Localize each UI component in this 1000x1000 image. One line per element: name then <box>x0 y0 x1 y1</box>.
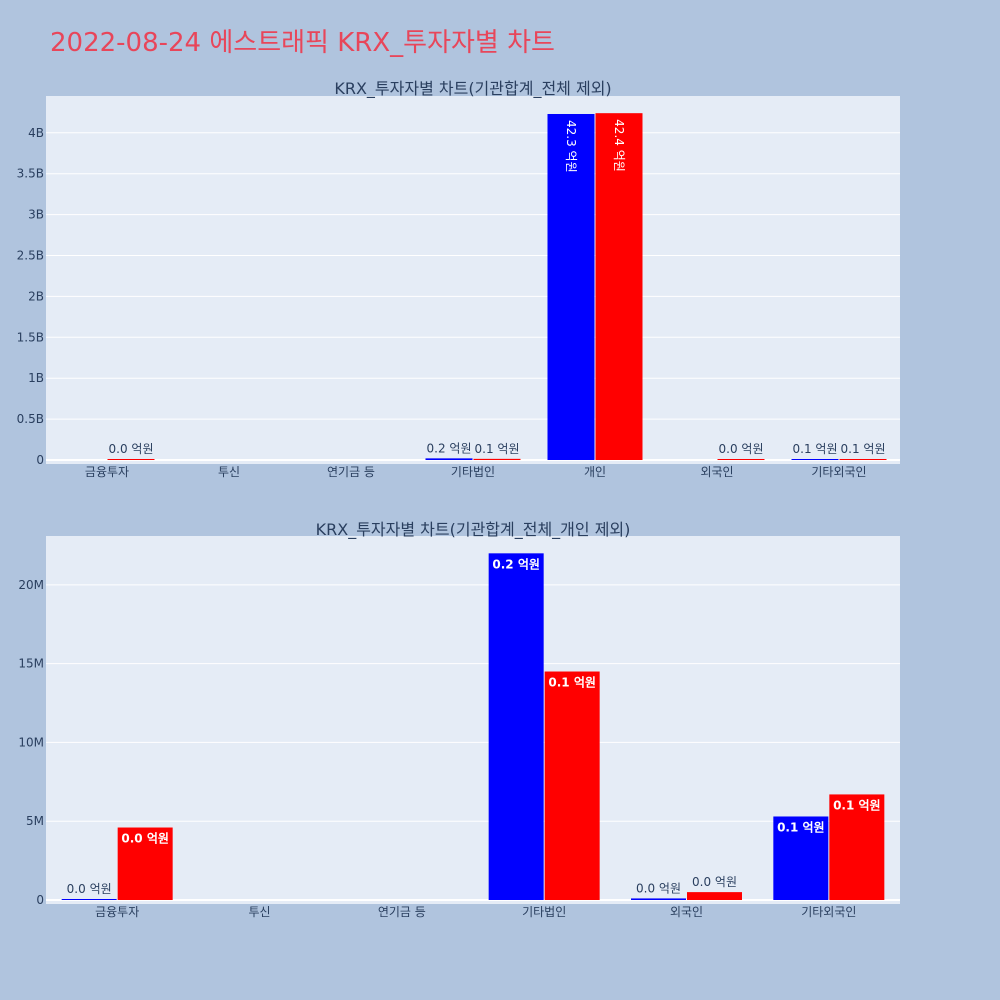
chart1-ytick-label: 2.5B <box>17 249 44 263</box>
chart2-bar-label: 0.0 억원 <box>121 832 169 846</box>
chart2-bar <box>488 553 544 900</box>
chart2-ytick-label: 5M <box>26 814 44 828</box>
chart1-ytick-label: 0 <box>36 453 44 467</box>
chart1-plot-area <box>46 96 900 464</box>
chart2-xtick-label: 금융투자 <box>95 905 139 919</box>
chart2-bar <box>117 827 173 900</box>
chart1-xtick-label: 연기금 등 <box>327 465 375 479</box>
chart2-bar <box>829 794 885 900</box>
chart1-xtick-label: 금융투자 <box>85 465 129 479</box>
chart2-bar-label: 0.1 억원 <box>833 798 881 812</box>
chart1-bar <box>717 459 765 460</box>
chart2-title: KRX_투자자별 차트(기관합계_전체_개인 제외) <box>316 520 631 540</box>
chart2-bar-label: 0.0 억원 <box>636 881 681 895</box>
chart1-bar-label: 42.3 억원 <box>564 120 578 173</box>
chart1-ytick-label: 2B <box>28 289 44 303</box>
chart2-plot-area <box>46 536 900 904</box>
chart1-ytick-label: 1B <box>28 371 44 385</box>
chart2-bar-label: 0.2 억원 <box>492 557 540 571</box>
chart2-ytick-label: 15M <box>18 657 44 671</box>
chart1-xtick-label: 기타법인 <box>451 465 495 479</box>
chart1-ytick-label: 4B <box>28 126 44 140</box>
chart2-bar <box>773 816 829 900</box>
chart1-bar-label: 0.0 억원 <box>719 442 764 456</box>
chart2-xtick-label: 투신 <box>248 905 270 919</box>
chart2-bar-label: 0.0 억원 <box>67 882 112 896</box>
chart2-ytick-label: 0 <box>36 893 44 907</box>
chart2-xtick-label: 기타외국인 <box>801 905 856 919</box>
chart1-ytick-label: 1.5B <box>17 330 44 344</box>
chart1-bar-label: 0.1 억원 <box>793 442 838 456</box>
chart1-bar <box>595 113 643 461</box>
chart2-ytick-label: 10M <box>18 735 44 749</box>
chart2-xtick-label: 외국인 <box>670 905 703 919</box>
chart2-bar-label: 0.0 억원 <box>692 875 737 889</box>
chart1-bar <box>547 113 595 460</box>
chart1-ytick-label: 3.5B <box>17 167 44 181</box>
chart2-ytick-label: 20M <box>18 578 44 592</box>
chart1-xtick-label: 개인 <box>584 465 606 479</box>
chart1-bar <box>425 458 473 460</box>
chart2-bar <box>631 898 686 900</box>
chart1-xtick-label: 투신 <box>218 465 240 479</box>
chart1-title: KRX_투자자별 차트(기관합계_전체 제외) <box>334 79 611 99</box>
chart1-bar-label: 0.1 억원 <box>475 442 520 456</box>
chart1-xtick-label: 외국인 <box>700 465 733 479</box>
chart1-ytick-label: 3B <box>28 208 44 222</box>
page-title: 2022-08-24 에스트래픽 KRX_투자자별 차트 <box>50 28 555 58</box>
chart1-bar-label: 0.2 억원 <box>427 441 472 455</box>
chart1-bar <box>839 459 887 460</box>
chart2-bar <box>61 899 117 900</box>
chart2-xtick-label: 기타법인 <box>522 905 566 919</box>
chart1-ytick-label: 0.5B <box>17 412 44 426</box>
chart1-bar-label: 0.0 억원 <box>109 442 154 456</box>
chart1-bar-label: 0.1 억원 <box>841 442 886 456</box>
chart2-bar <box>544 671 600 900</box>
chart2-bar-label: 0.1 억원 <box>548 676 596 690</box>
chart1-bar-label: 42.4 억원 <box>612 119 626 172</box>
chart2-bar-label: 0.1 억원 <box>777 820 825 834</box>
chart2-bar <box>687 892 742 900</box>
chart2-xtick-label: 연기금 등 <box>378 905 426 919</box>
chart1-xtick-label: 기타외국인 <box>811 465 866 479</box>
chart1-bar <box>107 459 155 460</box>
chart1-bar <box>791 459 839 460</box>
chart1-bar <box>473 458 521 460</box>
